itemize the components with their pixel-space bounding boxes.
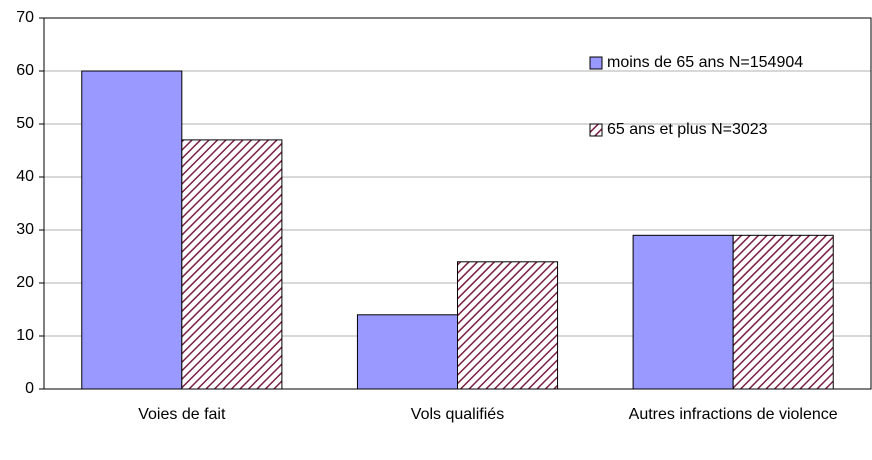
x-tick-label: Voies de fait — [138, 406, 226, 423]
bar — [632, 234, 734, 390]
y-tick-label: 30 — [16, 221, 34, 238]
bar — [732, 234, 834, 390]
legend-swatch — [589, 56, 603, 70]
y-tick-label: 50 — [16, 115, 34, 132]
y-tick-label: 0 — [25, 380, 34, 397]
y-tick-label: 10 — [16, 327, 34, 344]
bar — [181, 139, 283, 390]
bar — [81, 70, 183, 390]
x-tick-label: Vols qualifiés — [410, 406, 505, 423]
x-tick-label: Autres infractions de violence — [628, 406, 838, 423]
bar — [457, 261, 559, 390]
bar — [356, 314, 459, 390]
y-tick-label: 70 — [16, 9, 34, 26]
y-tick-label: 40 — [16, 168, 34, 185]
y-tick-label: 60 — [16, 62, 34, 79]
y-tick-label: 20 — [16, 274, 34, 291]
legend-label: 65 ans et plus N=3023 — [607, 121, 768, 138]
legend-swatch — [589, 123, 603, 137]
legend-label: moins de 65 ans N=154904 — [607, 54, 803, 71]
